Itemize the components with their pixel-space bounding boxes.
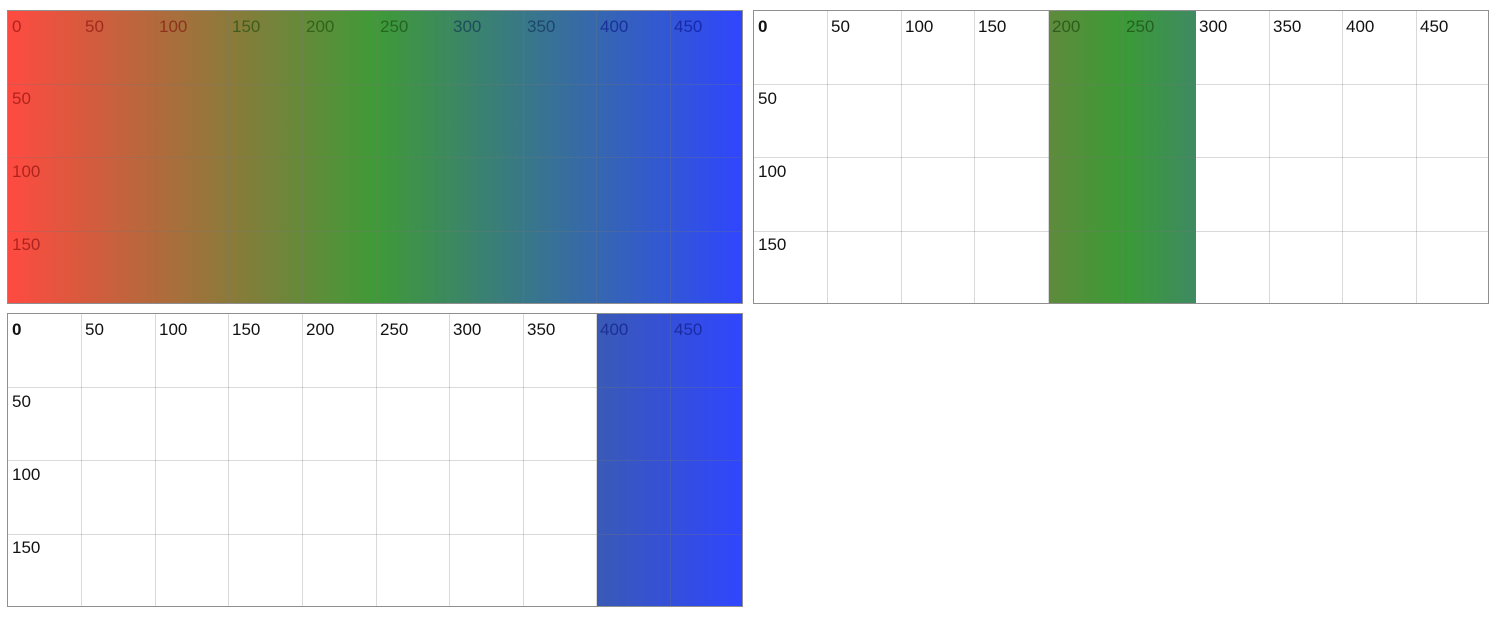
x-label: 100 [159,17,188,36]
y-label: 100 [758,162,787,181]
x-label: 450 [674,17,703,36]
x-label: 50 [831,17,850,36]
x-label: 400 [600,320,629,339]
x-label: 0 [12,320,22,339]
grid-line [1416,11,1417,303]
grid-line [1195,11,1196,303]
grid-line [8,231,742,232]
x-label: 450 [674,320,703,339]
y-label: 50 [758,89,777,108]
x-label: 200 [1052,17,1081,36]
grid-line [8,157,742,158]
x-label: 150 [978,17,1007,36]
gradient-panel-full: 0 50 100 150 200 250 300 350 400 450 50 … [7,10,743,304]
grid [8,314,742,606]
x-label: 350 [527,17,556,36]
gradient-fill-blue [597,314,742,606]
x-label: 50 [85,17,104,36]
y-label: 150 [12,235,41,254]
grid-line [1122,11,1123,303]
x-label: 150 [232,17,261,36]
grid [754,11,1488,303]
grid-line [8,387,742,388]
grid-line [596,314,597,606]
x-label: 400 [1346,17,1375,36]
grid-line [376,11,377,303]
grid-line [974,11,975,303]
grid-line [523,11,524,303]
grid-line [8,534,742,535]
grid-line [155,11,156,303]
gradient-panel-green-segment: 0 50 100 150 200 250 300 350 400 450 50 … [753,10,1489,304]
grid-line [901,11,902,303]
x-label: 0 [12,17,22,36]
gradient-fill-red-green-blue [8,11,742,303]
x-label: 200 [306,320,335,339]
x-label: 100 [159,320,188,339]
x-label: 50 [85,320,104,339]
gradient-panel-blue-segment: 0 50 100 150 200 250 300 350 400 450 50 … [7,313,743,607]
grid-line [302,314,303,606]
grid-line [1342,11,1343,303]
grid-line [1269,11,1270,303]
x-label: 200 [306,17,335,36]
x-label: 450 [1420,17,1449,36]
grid-line [670,11,671,303]
x-label: 300 [453,17,482,36]
grid-line [754,84,1488,85]
grid [8,11,742,303]
x-label: 400 [600,17,629,36]
grid-line [81,11,82,303]
y-label: 100 [12,162,41,181]
grid-line [228,11,229,303]
x-label: 0 [758,17,768,36]
x-label: 250 [380,17,409,36]
grid-line [302,11,303,303]
x-label: 100 [905,17,934,36]
x-label: 300 [453,320,482,339]
grid-line [449,314,450,606]
grid-line [754,157,1488,158]
x-label: 150 [232,320,261,339]
grid-line [1048,11,1049,303]
grid-line [228,314,229,606]
y-label: 150 [12,538,41,557]
x-label: 300 [1199,17,1228,36]
grid-line [8,460,742,461]
grid-line [81,314,82,606]
grid-line [8,84,742,85]
grid-line [670,314,671,606]
grid-line [155,314,156,606]
x-label: 250 [1126,17,1155,36]
grid-line [376,314,377,606]
grid-line [449,11,450,303]
grid-line [596,11,597,303]
y-label: 150 [758,235,787,254]
y-label: 50 [12,392,31,411]
grid-line [754,231,1488,232]
x-label: 350 [1273,17,1302,36]
y-label: 100 [12,465,41,484]
y-label: 50 [12,89,31,108]
grid-line [827,11,828,303]
x-label: 250 [380,320,409,339]
x-label: 350 [527,320,556,339]
gradient-fill-green [1049,11,1196,303]
grid-line [523,314,524,606]
